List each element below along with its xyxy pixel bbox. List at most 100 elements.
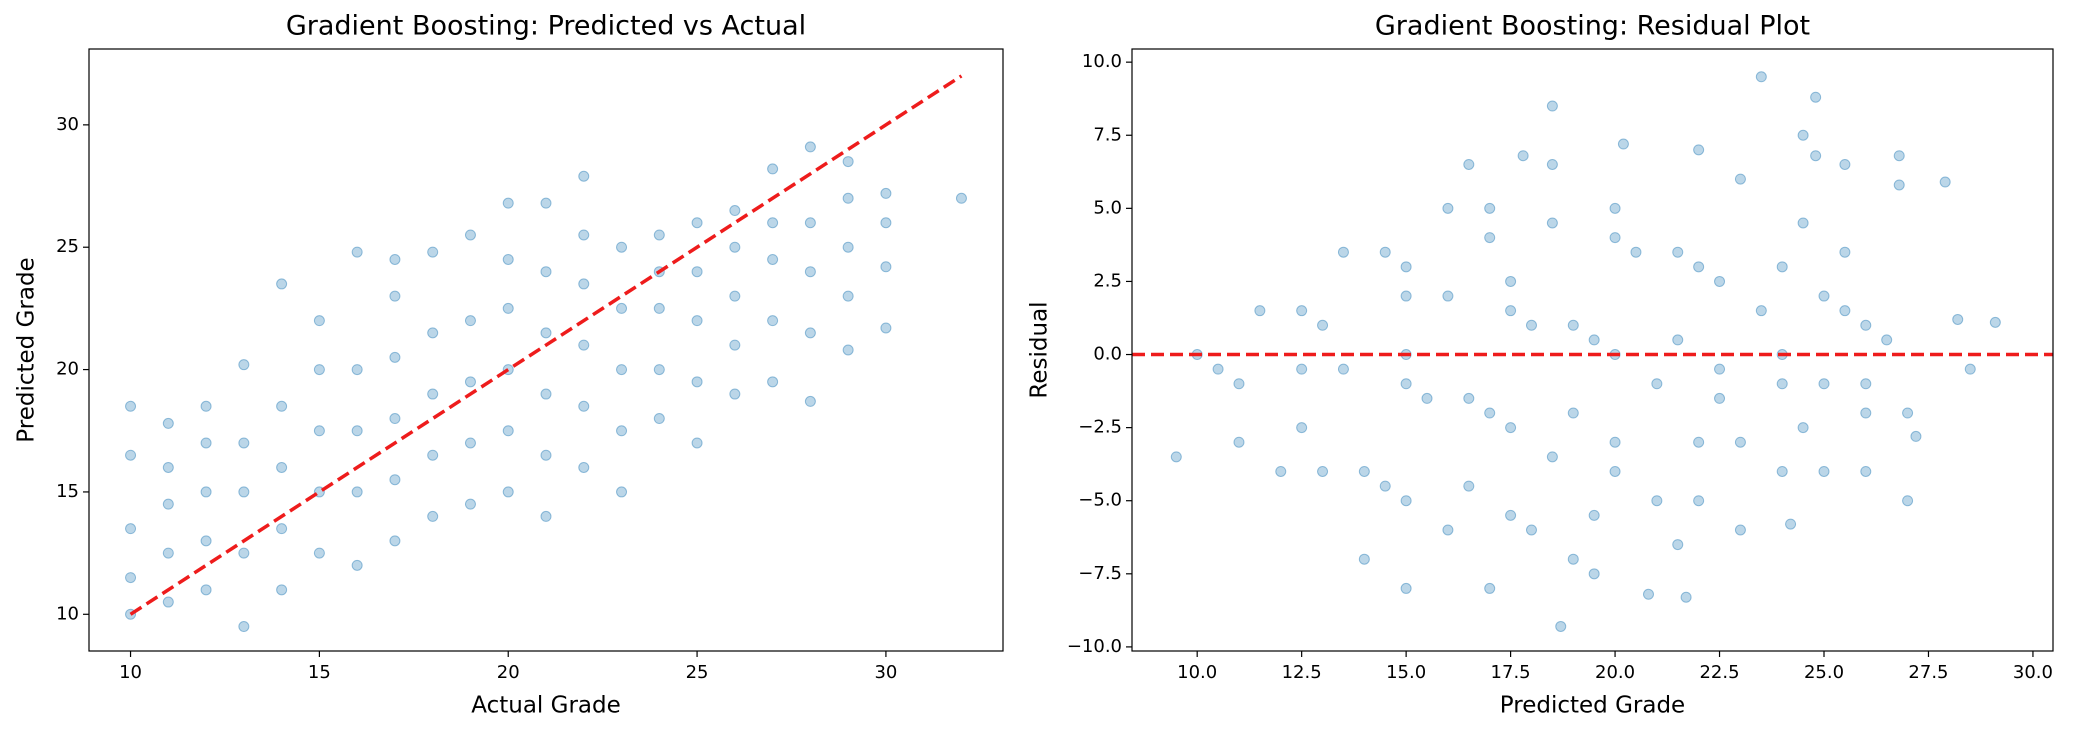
point (1379, 246, 1391, 258)
point (162, 547, 174, 559)
point (427, 327, 439, 339)
point (616, 241, 628, 253)
point (1505, 305, 1517, 317)
point (1400, 261, 1412, 273)
point (1546, 158, 1558, 170)
point (1275, 465, 1287, 477)
x-tick-label: 17.5 (1491, 662, 1531, 683)
point (313, 364, 325, 376)
point (1672, 246, 1684, 258)
plot-area (1132, 71, 2053, 632)
point (1818, 465, 1830, 477)
point (125, 449, 137, 461)
point (578, 339, 590, 351)
y-tick-label: −10.0 (1067, 636, 1122, 657)
point (540, 327, 552, 339)
point (1734, 436, 1746, 448)
point (767, 253, 779, 265)
x-tick-label: 27.5 (1908, 662, 1948, 683)
point (1525, 524, 1537, 536)
point (162, 498, 174, 510)
point (125, 400, 137, 412)
point (389, 413, 401, 425)
point (1839, 305, 1851, 317)
point (1810, 91, 1822, 103)
point (1776, 261, 1788, 273)
point (351, 364, 363, 376)
point (351, 559, 363, 571)
point (540, 388, 552, 400)
y-tick-label: 7.5 (1093, 124, 1122, 145)
point (351, 246, 363, 258)
x-tick-label: 22.5 (1699, 662, 1739, 683)
point (1463, 392, 1475, 404)
point (389, 474, 401, 486)
point (427, 388, 439, 400)
point (1939, 176, 1951, 188)
point (276, 584, 288, 596)
point (1776, 465, 1788, 477)
point (1358, 553, 1370, 565)
point (1400, 290, 1412, 302)
point (1296, 305, 1308, 317)
point (1567, 319, 1579, 331)
point (1902, 407, 1914, 419)
point (1546, 217, 1558, 229)
point (427, 449, 439, 461)
axes-frame (1131, 48, 2054, 652)
point (276, 461, 288, 473)
point (1714, 275, 1726, 287)
point (1651, 495, 1663, 507)
point (880, 261, 892, 273)
point (200, 437, 212, 449)
point (1337, 363, 1349, 375)
point (1317, 465, 1329, 477)
point (1546, 100, 1558, 112)
point (238, 547, 250, 559)
point (502, 197, 514, 209)
point (1505, 275, 1517, 287)
x-tick-label: 25.0 (1804, 662, 1844, 683)
point (1734, 524, 1746, 536)
point (1893, 150, 1905, 162)
y-tick-label: 20 (56, 359, 79, 380)
point (389, 290, 401, 302)
y-tick-label: −2.5 (1078, 417, 1122, 438)
point (1609, 232, 1621, 244)
point (502, 253, 514, 265)
x-tick-label: 30.0 (2013, 662, 2053, 683)
x-tick-label: 20 (497, 662, 520, 683)
point (1233, 378, 1245, 390)
y-tick-label: 2.5 (1093, 270, 1122, 291)
x-tick-label: 12.5 (1282, 662, 1322, 683)
point (1797, 422, 1809, 434)
chart-title: Gradient Boosting: Predicted vs Actual (286, 11, 806, 42)
x-tick-label: 10 (119, 662, 142, 683)
point (502, 425, 514, 437)
point (1525, 319, 1537, 331)
point (1989, 316, 2001, 328)
point (351, 486, 363, 498)
point (1860, 465, 1872, 477)
point (1964, 363, 1976, 375)
point (1693, 436, 1705, 448)
point (1400, 582, 1412, 594)
point (842, 156, 854, 168)
point (767, 315, 779, 327)
point (880, 187, 892, 199)
point (804, 266, 816, 278)
x-tick-label: 10.0 (1177, 662, 1217, 683)
point (804, 395, 816, 407)
point (1484, 407, 1496, 419)
point (955, 192, 967, 204)
point (313, 547, 325, 559)
point (578, 400, 590, 412)
point (1672, 334, 1684, 346)
point (1902, 495, 1914, 507)
point (729, 388, 741, 400)
point (1400, 378, 1412, 390)
point (616, 302, 628, 314)
point (653, 229, 665, 241)
point (880, 322, 892, 334)
point (1818, 378, 1830, 390)
